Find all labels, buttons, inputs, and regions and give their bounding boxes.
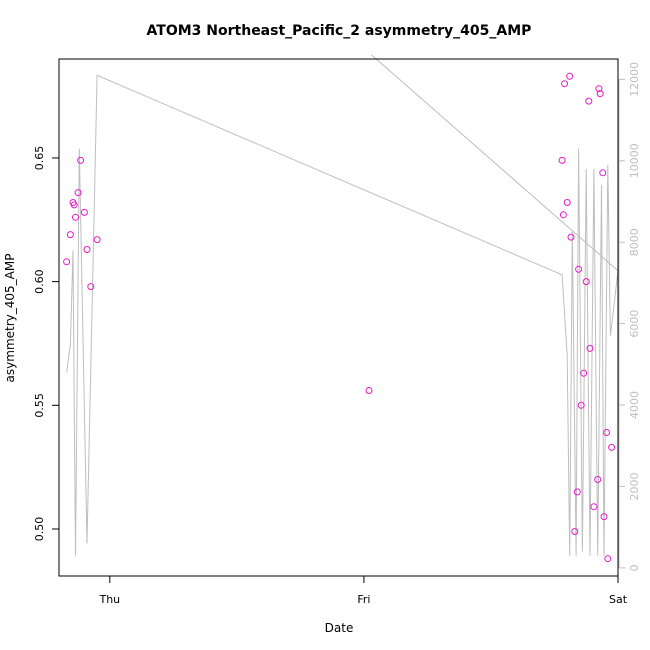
data-point: [571, 528, 579, 535]
data-point: [604, 555, 612, 563]
data-point: [74, 189, 82, 197]
data-point: [558, 156, 566, 164]
y2-tick-label: 0: [628, 564, 641, 571]
data-point: [608, 443, 616, 451]
data-point: [603, 429, 611, 436]
data-point: [595, 85, 603, 93]
data-point: [561, 80, 569, 88]
y2-tick-label: 10000: [628, 143, 641, 178]
y2-tick-label: 2000: [628, 472, 641, 500]
y-axis-label: asymmetry_405_AMP: [3, 254, 17, 383]
data-point: [70, 201, 78, 209]
data-point: [594, 476, 602, 483]
data-point: [77, 156, 85, 164]
data-point: [596, 90, 604, 98]
data-point: [600, 513, 608, 521]
x-tick-label: Fri: [357, 593, 370, 606]
data-point: [575, 265, 583, 273]
data-point: [585, 97, 593, 105]
plot-layer: Thu Fri Sat 0.50 0.55 0.60 0.65 0 2000 4000 6000 80…: [33, 54, 641, 606]
x-tick-label: Thu: [98, 593, 120, 606]
data-point: [586, 344, 594, 352]
y-tick-label: 0.50: [33, 517, 46, 542]
data-point: [590, 503, 598, 511]
data-point: [365, 387, 373, 394]
y2-tick-label: 12000: [628, 62, 641, 97]
data-point: [567, 233, 575, 241]
data-point: [577, 401, 585, 409]
y2-tick-label: 8000: [628, 228, 641, 256]
data-point: [559, 211, 567, 219]
y2-tick-label: 6000: [628, 310, 641, 338]
data-point: [80, 208, 88, 216]
data-point: [563, 199, 571, 206]
data-point: [87, 283, 95, 291]
data-point: [63, 258, 71, 266]
data-point: [582, 278, 590, 286]
y-tick-label: 0.60: [33, 269, 46, 294]
data-point: [599, 169, 607, 177]
data-point: [83, 246, 91, 253]
data-point: [72, 213, 79, 221]
data-point: [566, 72, 574, 80]
x-axis-label: Date: [325, 621, 354, 635]
plot-frame: [58, 58, 619, 577]
data-point: [580, 369, 588, 377]
data-point: [93, 236, 101, 244]
y2-tick-label: 4000: [628, 391, 641, 419]
x-tick-label: Sat: [609, 593, 628, 606]
y-tick-label: 0.65: [33, 146, 46, 171]
chart-title: ATOM3 Northeast_Pacific_2 asymmetry_405_…: [147, 23, 532, 39]
data-point: [66, 231, 74, 239]
y-tick-label: 0.55: [33, 393, 46, 418]
data-point: [573, 488, 581, 496]
